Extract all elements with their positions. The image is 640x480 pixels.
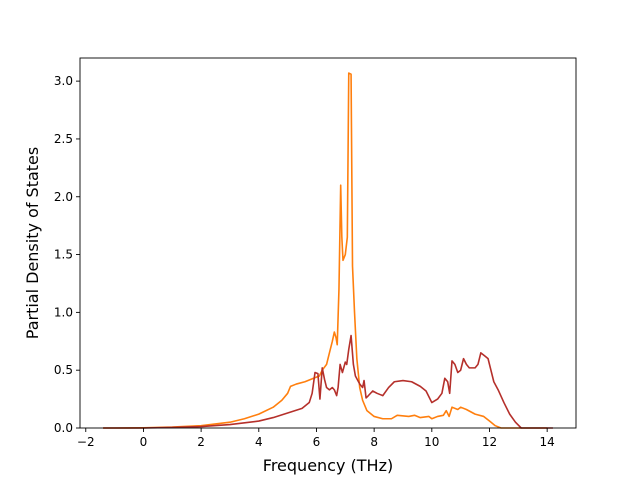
y-axis: 0.0 0.5 1.0 1.5 2.0 2.5 3.0 (54, 74, 80, 435)
series-line-2 (103, 334, 553, 429)
series-layer (103, 72, 553, 429)
x-tick-label: 12 (482, 435, 497, 449)
y-tick-label: 0.5 (54, 363, 73, 377)
x-axis-title: Frequency (THz) (263, 456, 393, 475)
series-line-1 (103, 72, 548, 429)
y-tick-label: 2.5 (54, 132, 73, 146)
x-axis: −2 0 2 4 6 8 10 12 14 (77, 428, 555, 449)
x-tick-label: 0 (140, 435, 148, 449)
x-tick-label: −2 (77, 435, 95, 449)
y-tick-label: 1.0 (54, 305, 73, 319)
x-tick-label: 8 (370, 435, 378, 449)
y-tick-label: 1.5 (54, 248, 73, 262)
x-tick-label: 14 (540, 435, 555, 449)
y-tick-label: 0.0 (54, 421, 73, 435)
x-tick-label: 6 (313, 435, 321, 449)
y-tick-label: 2.0 (54, 190, 73, 204)
x-tick-label: 2 (197, 435, 205, 449)
y-axis-title: Partial Density of States (23, 147, 42, 339)
x-tick-label: 10 (424, 435, 439, 449)
plot-frame (79, 57, 577, 429)
x-tick-label: 4 (255, 435, 263, 449)
y-tick-label: 3.0 (54, 74, 73, 88)
